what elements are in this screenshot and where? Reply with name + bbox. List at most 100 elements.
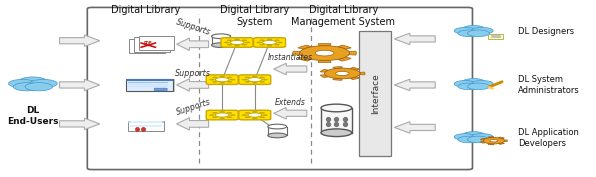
FancyBboxPatch shape xyxy=(221,38,253,47)
Bar xyxy=(130,123,162,125)
Wedge shape xyxy=(333,78,342,80)
Wedge shape xyxy=(504,140,507,142)
Circle shape xyxy=(252,117,257,119)
Circle shape xyxy=(244,42,250,43)
Wedge shape xyxy=(318,44,331,46)
Polygon shape xyxy=(60,79,100,91)
Circle shape xyxy=(262,79,268,81)
Ellipse shape xyxy=(321,129,352,137)
Circle shape xyxy=(212,77,218,78)
Circle shape xyxy=(227,44,232,45)
Circle shape xyxy=(234,39,240,40)
Circle shape xyxy=(336,72,349,75)
Bar xyxy=(321,108,352,133)
Text: PDF: PDF xyxy=(144,41,153,46)
FancyBboxPatch shape xyxy=(139,36,174,50)
Wedge shape xyxy=(359,72,365,75)
Text: Instantiates: Instantiates xyxy=(268,53,313,62)
Circle shape xyxy=(259,112,265,114)
FancyBboxPatch shape xyxy=(134,37,169,52)
Circle shape xyxy=(227,116,232,118)
Circle shape xyxy=(259,81,265,83)
Bar xyxy=(128,86,169,87)
Circle shape xyxy=(209,79,215,81)
Bar xyxy=(212,36,231,45)
Circle shape xyxy=(230,114,235,116)
Wedge shape xyxy=(318,60,331,63)
Circle shape xyxy=(244,81,250,83)
Circle shape xyxy=(467,83,489,90)
Polygon shape xyxy=(395,33,435,45)
Circle shape xyxy=(219,117,225,119)
Circle shape xyxy=(458,30,480,37)
Ellipse shape xyxy=(212,43,231,47)
Wedge shape xyxy=(480,138,485,140)
FancyBboxPatch shape xyxy=(359,31,392,156)
FancyBboxPatch shape xyxy=(129,39,165,53)
Circle shape xyxy=(454,134,476,140)
FancyBboxPatch shape xyxy=(239,110,271,120)
Wedge shape xyxy=(293,51,300,55)
Ellipse shape xyxy=(212,34,231,39)
Circle shape xyxy=(244,116,250,118)
Text: DL Designers: DL Designers xyxy=(518,27,574,36)
Text: Digital Library: Digital Library xyxy=(111,5,180,15)
Circle shape xyxy=(454,81,476,87)
Bar xyxy=(128,121,164,123)
Circle shape xyxy=(215,78,229,82)
Ellipse shape xyxy=(268,133,287,138)
Circle shape xyxy=(259,116,265,118)
Circle shape xyxy=(490,139,498,142)
Bar xyxy=(128,82,169,83)
Circle shape xyxy=(462,132,485,138)
Circle shape xyxy=(467,30,489,37)
Bar xyxy=(268,127,287,135)
Circle shape xyxy=(219,76,225,77)
Wedge shape xyxy=(333,67,342,69)
Wedge shape xyxy=(338,45,351,49)
Circle shape xyxy=(467,136,489,143)
Circle shape xyxy=(219,111,225,113)
Circle shape xyxy=(458,136,480,143)
Circle shape xyxy=(19,77,46,85)
Circle shape xyxy=(248,78,262,82)
FancyBboxPatch shape xyxy=(239,75,271,84)
Wedge shape xyxy=(498,143,504,144)
Circle shape xyxy=(227,77,232,78)
Circle shape xyxy=(244,77,250,78)
Circle shape xyxy=(256,42,262,43)
Polygon shape xyxy=(395,79,435,91)
Circle shape xyxy=(483,138,504,144)
Text: Supports: Supports xyxy=(175,98,212,117)
Circle shape xyxy=(248,113,262,117)
Circle shape xyxy=(8,79,36,88)
Circle shape xyxy=(252,76,257,77)
Text: Supports: Supports xyxy=(175,18,212,38)
Bar xyxy=(126,79,173,81)
Polygon shape xyxy=(176,79,209,91)
Circle shape xyxy=(274,44,280,45)
FancyBboxPatch shape xyxy=(253,38,285,47)
Polygon shape xyxy=(274,63,307,75)
Circle shape xyxy=(462,79,485,85)
Circle shape xyxy=(252,82,257,84)
Circle shape xyxy=(30,79,57,88)
Circle shape xyxy=(212,112,218,114)
Circle shape xyxy=(209,114,215,116)
Circle shape xyxy=(234,45,240,46)
Circle shape xyxy=(454,27,476,34)
Circle shape xyxy=(274,39,280,41)
FancyBboxPatch shape xyxy=(154,88,167,91)
Circle shape xyxy=(212,116,218,118)
Wedge shape xyxy=(298,57,311,61)
Polygon shape xyxy=(60,118,100,130)
Circle shape xyxy=(259,77,265,78)
Wedge shape xyxy=(350,77,360,79)
Circle shape xyxy=(241,114,247,116)
Wedge shape xyxy=(498,137,504,139)
Polygon shape xyxy=(60,35,100,47)
Wedge shape xyxy=(488,144,493,145)
Circle shape xyxy=(224,42,229,43)
Circle shape xyxy=(227,39,232,41)
Polygon shape xyxy=(395,122,435,133)
